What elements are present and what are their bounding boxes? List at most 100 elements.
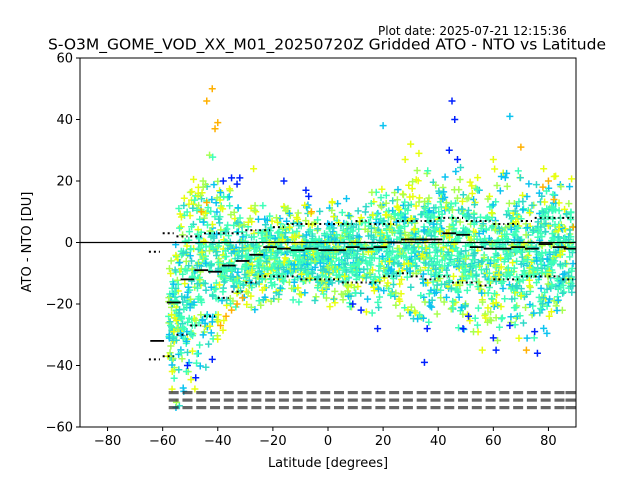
scatter-point bbox=[214, 295, 222, 303]
highlight-point bbox=[233, 180, 241, 188]
scatter-point bbox=[207, 329, 215, 337]
scatter-point bbox=[456, 175, 464, 183]
scatter-point bbox=[566, 183, 574, 191]
bin-stat-label-mark bbox=[540, 391, 551, 395]
scatter-point bbox=[458, 261, 466, 269]
highlight-point bbox=[379, 122, 387, 130]
scatter-point bbox=[510, 286, 518, 294]
scatter-point bbox=[313, 273, 321, 281]
scatter-point bbox=[385, 257, 393, 265]
scatter-point bbox=[185, 262, 193, 270]
scatter-point bbox=[179, 270, 187, 278]
scatter-point bbox=[189, 204, 197, 212]
scatter-point bbox=[488, 295, 496, 303]
scatter-point bbox=[542, 268, 550, 276]
highlight-point bbox=[420, 358, 428, 366]
scatter-point bbox=[196, 341, 204, 349]
scatter-point bbox=[389, 281, 397, 289]
scatter-point bbox=[559, 281, 567, 289]
highlight-point bbox=[550, 195, 558, 203]
scatter-point bbox=[307, 237, 315, 245]
bin-stat-label-mark bbox=[416, 391, 427, 395]
highlight-point bbox=[219, 177, 227, 185]
scatter-point bbox=[491, 289, 499, 297]
bin-stat-label-mark bbox=[306, 391, 317, 395]
scatter-point bbox=[537, 305, 545, 313]
scatter-point bbox=[468, 182, 476, 190]
scatter-point bbox=[543, 329, 551, 337]
scatter-point bbox=[315, 235, 323, 243]
scatter-point bbox=[383, 232, 391, 240]
scatter-point bbox=[568, 175, 576, 183]
scatter-point bbox=[501, 255, 509, 263]
scatter-point bbox=[217, 204, 225, 212]
scatter-point bbox=[415, 198, 423, 206]
scatter-point bbox=[359, 253, 367, 261]
scatter-point bbox=[512, 304, 520, 312]
scatter-point bbox=[330, 295, 338, 303]
scatter-point bbox=[348, 220, 356, 228]
scatter-point bbox=[188, 321, 196, 329]
scatter-point bbox=[461, 302, 469, 310]
scatter-point bbox=[211, 213, 219, 221]
scatter-point bbox=[214, 335, 222, 343]
bin-stat-label-mark bbox=[278, 391, 289, 395]
scatter-point bbox=[261, 284, 269, 292]
scatter-point bbox=[555, 207, 563, 215]
scatter-point bbox=[212, 285, 220, 293]
scatter-point bbox=[482, 314, 490, 322]
x-tick-label: 20 bbox=[375, 434, 392, 449]
bin-stat-label-mark bbox=[168, 391, 179, 395]
bin-stat-label-mark bbox=[444, 406, 455, 410]
scatter-point bbox=[210, 234, 218, 242]
scatter-point bbox=[243, 301, 251, 309]
scatter-point bbox=[448, 206, 456, 214]
bin-stat-label-mark bbox=[430, 398, 441, 402]
scatter-point bbox=[561, 205, 569, 213]
highlight-point bbox=[250, 165, 258, 173]
scatter-point bbox=[393, 272, 401, 280]
scatter-point bbox=[232, 278, 240, 286]
scatter-point bbox=[479, 298, 487, 306]
scatter-point bbox=[428, 303, 436, 311]
scatter-point bbox=[278, 270, 286, 278]
scatter-point bbox=[485, 215, 493, 223]
scatter-point bbox=[390, 258, 398, 266]
scatter-point bbox=[167, 342, 175, 350]
scatter-point bbox=[567, 215, 575, 223]
x-tick-label: 0 bbox=[324, 434, 332, 449]
scatter-point bbox=[526, 282, 534, 290]
scatter-point bbox=[204, 221, 212, 229]
scatter-point bbox=[202, 286, 210, 294]
scatter-point bbox=[227, 300, 235, 308]
scatter-point bbox=[368, 188, 376, 196]
scatter-point bbox=[340, 240, 348, 248]
scatter-point bbox=[236, 214, 244, 222]
scatter-point bbox=[177, 213, 185, 221]
scatter-point bbox=[207, 261, 215, 269]
scatter-point bbox=[555, 223, 563, 231]
scatter-point bbox=[489, 201, 497, 209]
bin-stat-label-mark bbox=[402, 406, 413, 410]
scatter-point bbox=[170, 374, 178, 382]
scatter-point bbox=[413, 262, 421, 270]
bin-stat-label-mark bbox=[196, 391, 207, 395]
highlight-point bbox=[374, 325, 382, 333]
scatter-point bbox=[424, 266, 432, 274]
scatter-point bbox=[345, 212, 353, 220]
bin-stat-label-mark bbox=[210, 406, 221, 410]
scatter-point bbox=[567, 282, 575, 290]
scatter-point bbox=[442, 252, 450, 260]
scatter-point bbox=[210, 181, 218, 189]
scatter-point bbox=[348, 242, 356, 250]
scatter-point bbox=[466, 317, 474, 325]
scatter-point bbox=[177, 223, 185, 231]
scatter-point bbox=[175, 366, 183, 374]
scatter-point bbox=[552, 249, 560, 257]
scatter-point bbox=[537, 260, 545, 268]
scatter-point bbox=[185, 228, 193, 236]
scatter-point bbox=[260, 271, 268, 279]
scatter-point bbox=[323, 231, 331, 239]
bin-stat-label-mark bbox=[416, 398, 427, 402]
scatter-point bbox=[326, 303, 334, 311]
